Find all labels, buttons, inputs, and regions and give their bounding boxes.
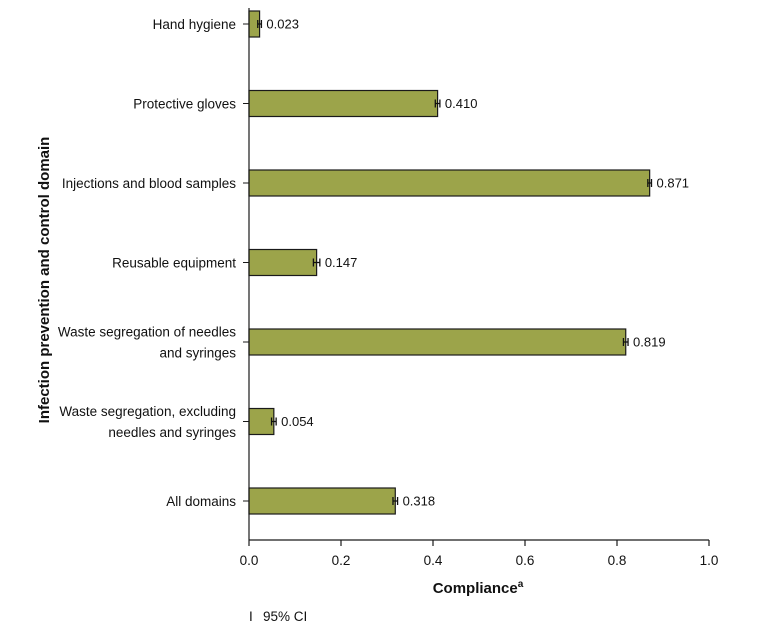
x-axis-title-superscript: a [518, 579, 524, 590]
data-label: 0.023 [266, 17, 299, 32]
data-label: 0.147 [325, 255, 358, 270]
category-labels-layer: Hand hygiene Protective gloves Injections … [58, 17, 249, 509]
x-axis-title-text: Compliance [433, 580, 518, 597]
bar [248, 407, 275, 436]
bar [248, 487, 396, 515]
bars-layer: 0.023 0.410 0.871 0.147 0.819 0.054 0.318 [248, 10, 690, 515]
x-tick-label: 0.8 [608, 553, 627, 568]
error-bar [622, 338, 629, 346]
category-label-line: All domains [166, 494, 236, 509]
category-label: All domains [166, 494, 236, 509]
category-label: Hand hygiene [153, 17, 236, 32]
x-tick-label: 0.6 [516, 553, 535, 568]
category-label: Waste segregation, excluding needles and … [59, 404, 236, 440]
category-label-line: Hand hygiene [153, 17, 236, 32]
x-tick-label: 0.0 [240, 553, 259, 568]
bar [248, 169, 651, 197]
x-tick-label: 1.0 [700, 553, 719, 568]
x-tick-label: 0.2 [332, 553, 351, 568]
error-bar [257, 20, 263, 28]
x-axis-title: Compliancea [433, 579, 524, 597]
x-ticks-layer: 0.0 0.2 0.4 0.6 0.8 1.0 [240, 540, 719, 568]
error-bar [312, 258, 321, 267]
error-bar [434, 99, 441, 108]
error-bar [270, 417, 277, 426]
category-label: Protective gloves [133, 97, 236, 112]
y-axis-title: Infection prevention and control domain [36, 137, 53, 424]
category-label: Injections and blood samples [62, 176, 236, 191]
data-label: 0.410 [445, 96, 478, 111]
category-label-line: Waste segregation of needles [58, 325, 236, 340]
category-label-line: Injections and blood samples [62, 176, 236, 191]
legend-ci-label: 95% CI [263, 609, 307, 624]
category-label: Reusable equipment [112, 256, 236, 271]
legend-ci-symbol: I [249, 609, 253, 624]
data-label: 0.054 [281, 414, 314, 429]
bar [248, 328, 627, 356]
category-label-line: needles and syringes [108, 425, 236, 440]
data-label: 0.819 [633, 335, 666, 350]
category-label-line: Protective gloves [133, 97, 236, 112]
error-bar [647, 179, 653, 187]
category-label-line: Reusable equipment [112, 256, 236, 271]
data-label: 0.871 [657, 176, 690, 191]
bar [248, 248, 318, 277]
category-label-line: Waste segregation, excluding [59, 404, 236, 419]
x-tick-label: 0.4 [424, 553, 443, 568]
category-label-line: and syringes [159, 346, 236, 361]
category-label: Waste segregation of needles and syringes [58, 325, 236, 361]
legend: I 95% CI [249, 609, 307, 624]
error-bar [392, 497, 399, 505]
data-label: 0.318 [403, 494, 436, 509]
bar [248, 89, 439, 118]
